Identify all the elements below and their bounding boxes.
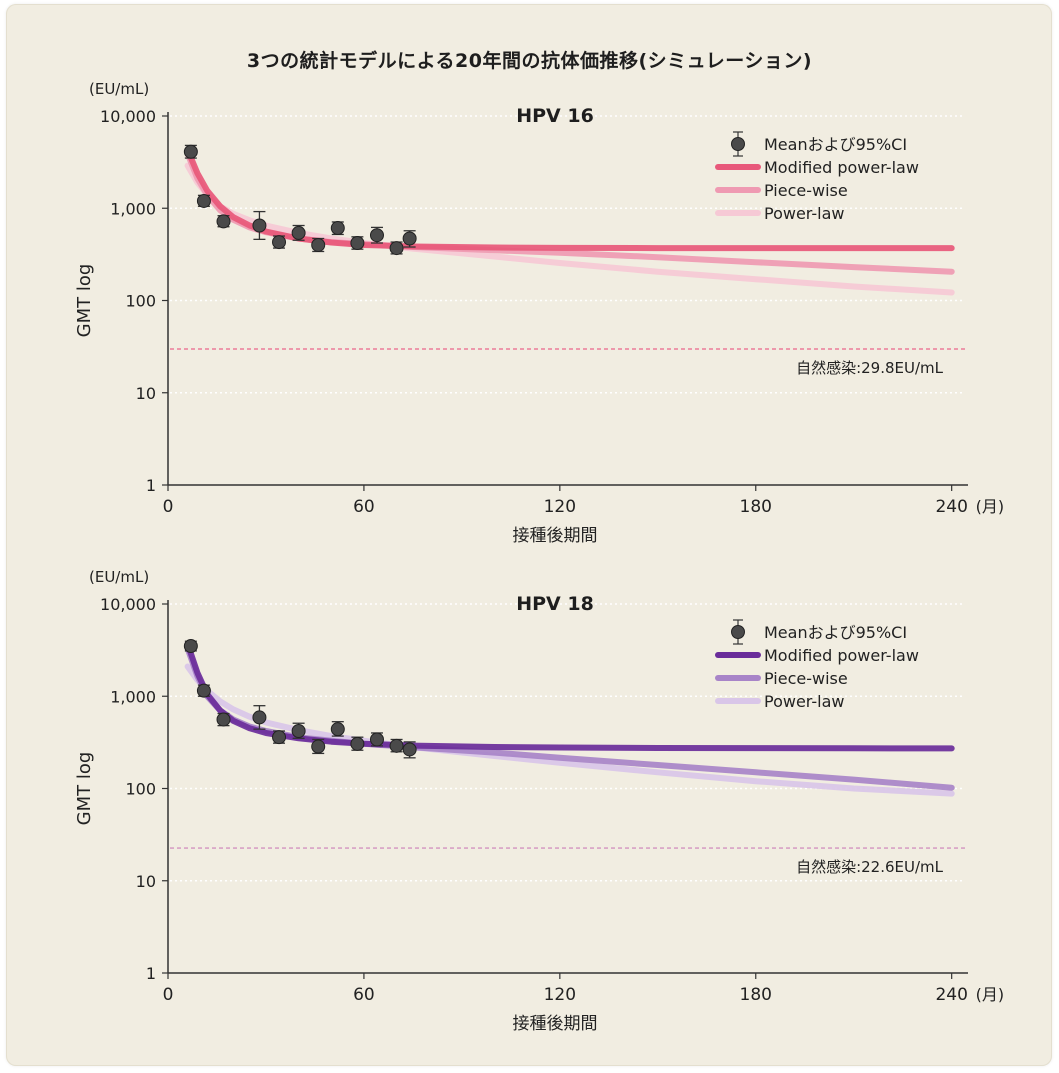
mean-points	[183, 144, 417, 256]
series-line-power-law	[184, 663, 955, 797]
mean-point	[402, 742, 417, 757]
chart-title: HPV 18	[516, 593, 594, 615]
legend: Meanおよび95%CI Modified power-law Piece-wise…	[715, 619, 919, 711]
y-tick-label: 10	[136, 384, 156, 403]
legend-marker-point	[731, 137, 745, 151]
legend-label: Modified power-law	[764, 646, 919, 665]
mean-point	[272, 730, 287, 745]
axes: 1 10 100 1,000 10,000 0 60 120 180 240 (月) (EU/mL) G…	[74, 568, 1004, 1034]
x-unit-label: (月)	[976, 985, 1005, 1004]
mean-point	[311, 237, 326, 252]
mean-point	[216, 214, 231, 229]
x-tick-label: 60	[353, 497, 375, 517]
axes: 1 10 100 1,000 10,000 0 60 120 180 240 (月) (EU/mL) G…	[74, 80, 1004, 546]
figure-title: 3つの統計モデルによる20年間の抗体価推移(シミュレーション)	[246, 50, 813, 72]
x-tick-label: 0	[163, 497, 174, 517]
legend-label: Meanおよび95%CI	[764, 623, 907, 642]
mean-point	[252, 710, 267, 725]
mean-point	[350, 736, 365, 751]
x-tick-label: 180	[740, 985, 772, 1005]
legend-label: Piece-wise	[764, 181, 848, 200]
y-tick-label: 1,000	[110, 199, 156, 218]
y-tick-label: 1	[146, 964, 156, 983]
reference-label: 自然感染:22.6EU/mL	[796, 858, 944, 876]
legend-label: Power-law	[764, 204, 844, 223]
mean-point	[369, 228, 384, 243]
x-tick-label: 60	[353, 985, 375, 1005]
mean-point	[389, 738, 404, 753]
y-axis-label: GMT log	[74, 752, 95, 826]
x-axis-label: 接種後期間	[513, 1014, 598, 1034]
mean-point	[196, 683, 211, 698]
y-tick-label: 10	[136, 872, 156, 891]
y-tick-label: 1,000	[110, 687, 156, 706]
grid	[170, 115, 964, 394]
legend-label: Meanおよび95%CI	[764, 135, 907, 154]
x-tick-label: 240	[935, 985, 967, 1005]
mean-points	[183, 639, 417, 759]
mean-point	[389, 241, 404, 256]
legend-marker-point	[731, 625, 745, 639]
y-tick-label: 1	[146, 476, 156, 495]
x-tick-label: 240	[935, 497, 967, 517]
series-line-modified-power-law	[184, 146, 955, 252]
x-tick-label: 180	[740, 497, 772, 517]
x-axis-label: 接種後期間	[513, 526, 598, 546]
x-tick-label: 0	[163, 985, 174, 1005]
y-tick-label: 10,000	[100, 595, 156, 614]
mean-point	[291, 225, 306, 240]
x-unit-label: (月)	[976, 497, 1005, 516]
y-tick-label: 100	[125, 780, 156, 799]
y-unit-label: (EU/mL)	[89, 80, 149, 98]
y-axis-label: GMT log	[74, 264, 95, 338]
mean-point	[330, 221, 345, 236]
chart-hpv18: 1 10 100 1,000 10,000 0 60 120 180 240 (月) (EU/mL) G…	[74, 568, 1004, 1034]
series-line-modified-power-law	[184, 640, 955, 752]
mean-point	[196, 193, 211, 208]
figure-card	[6, 4, 1052, 1066]
legend: Meanおよび95%CI Modified power-law Piece-wise…	[715, 131, 919, 223]
mean-point	[369, 732, 384, 747]
mean-point	[291, 724, 306, 739]
mean-point	[311, 739, 326, 754]
legend-label: Modified power-law	[764, 158, 919, 177]
reference-label: 自然感染:29.8EU/mL	[796, 359, 944, 377]
y-unit-label: (EU/mL)	[89, 568, 149, 586]
mean-point	[216, 712, 231, 727]
mean-point	[252, 218, 267, 233]
model-curves	[184, 640, 955, 797]
mean-point	[402, 231, 417, 246]
x-tick-label: 120	[544, 497, 576, 517]
mean-point	[183, 639, 198, 654]
mean-point	[272, 235, 287, 250]
chart-hpv16: 1 10 100 1,000 10,000 0 60 120 180 240 (月) (EU/mL) G…	[74, 80, 1004, 546]
y-tick-label: 100	[125, 292, 156, 311]
mean-point	[350, 236, 365, 251]
mean-point	[330, 722, 345, 737]
mean-point	[183, 144, 198, 159]
y-tick-label: 10,000	[100, 107, 156, 126]
chart-title: HPV 16	[516, 105, 594, 127]
legend-label: Piece-wise	[764, 669, 848, 688]
model-curves	[184, 146, 955, 296]
legend-label: Power-law	[764, 692, 844, 711]
x-tick-label: 120	[544, 985, 576, 1005]
